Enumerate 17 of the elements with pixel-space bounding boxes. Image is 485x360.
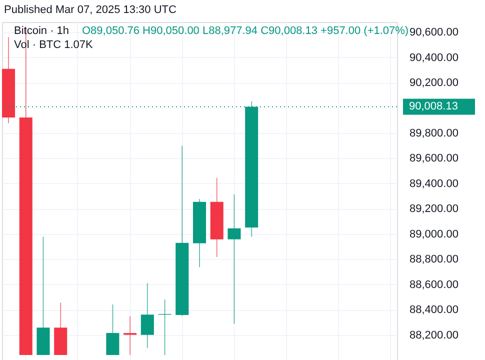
- y-tick-label: 90,600.00: [410, 26, 458, 39]
- y-tick-label: 90,400.00: [410, 52, 458, 64]
- y-tick-label: 88,400.00: [410, 304, 458, 316]
- y-tick-label: 89,800.00: [410, 127, 458, 140]
- y-tick-label: 89,200.00: [410, 203, 458, 216]
- chart-title: Bitcoin · 1h: [14, 25, 70, 37]
- y-tick-label: 88,600.00: [410, 278, 458, 291]
- y-tick-label: 90,200.00: [410, 77, 458, 90]
- text: Published Mar 07, 2025 13:30 UTC: [4, 4, 176, 16]
- y-tick-label: 89,000.00: [410, 228, 458, 240]
- y-tick-label: 89,400.00: [410, 178, 458, 190]
- y-tick-label: 89,600.00: [410, 152, 458, 165]
- y-tick-label: 88,200.00: [410, 329, 458, 342]
- y-tick-label: 88,800.00: [410, 254, 458, 266]
- chart-subtitle: O89,050.76 H90,050.00 L88,977.94 C90,008.13 +957.00 (+1.07%): [82, 25, 409, 37]
- ref-line-label: 90,008.13: [409, 100, 458, 113]
- annotation: Vol · BTC 1.07K: [14, 39, 94, 51]
